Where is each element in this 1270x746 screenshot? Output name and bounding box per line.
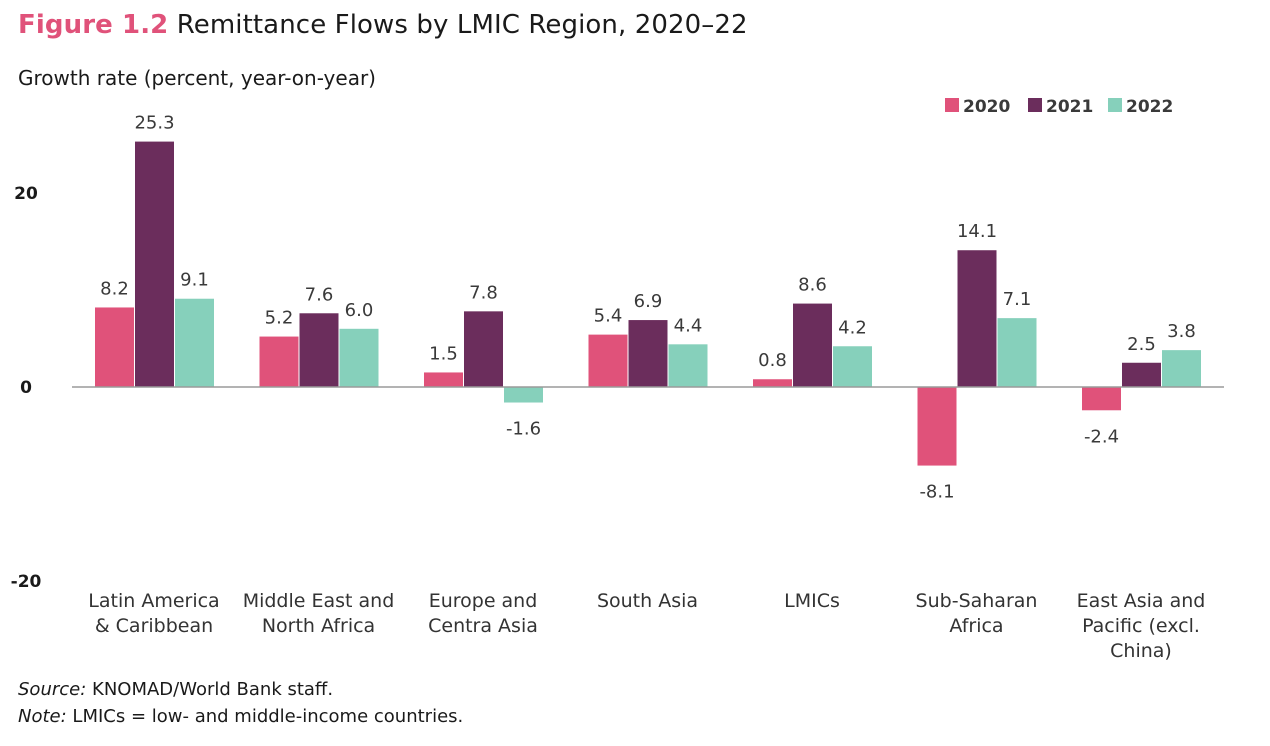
data-label: 5.4 (594, 306, 623, 327)
legend-swatch-2020 (945, 98, 959, 112)
note-line: Note: LMICs = low- and middle-income cou… (18, 703, 463, 730)
bar-2020-2 (424, 372, 463, 387)
y-tick-label: -20 (11, 572, 42, 592)
data-label: 4.4 (674, 315, 703, 336)
x-category-line: North Africa (262, 615, 375, 637)
bar-2022-4 (833, 346, 872, 387)
x-category-line: Sub-Saharan (916, 590, 1038, 612)
y-tick-label: 20 (14, 184, 38, 204)
data-label: 2.5 (1127, 334, 1156, 355)
bar-2020-4 (753, 379, 792, 387)
x-category-line: Africa (949, 615, 1003, 637)
data-label: 25.3 (134, 113, 174, 134)
bar-2021-4 (793, 303, 832, 387)
figure-label: Figure 1.2 (18, 10, 169, 40)
legend-label-2021: 2021 (1046, 97, 1093, 117)
note-text: LMICs = low- and middle-income countries… (66, 706, 464, 727)
legend-swatch-2022 (1108, 98, 1122, 112)
bar-2020-6 (1082, 387, 1121, 411)
x-category-line: Centra Asia (428, 615, 538, 637)
x-category-label: Middle East and North Africa (243, 590, 395, 637)
bar-2021-3 (628, 320, 668, 387)
data-label: 6.0 (345, 300, 374, 321)
bar-2020-3 (588, 334, 628, 387)
chart-title: Figure 1.2 Remittance Flows by LMIC Regi… (18, 10, 748, 40)
x-category-line: Latin America (88, 590, 219, 612)
source-label: Source: (18, 679, 87, 700)
data-label: 0.8 (758, 350, 787, 371)
bar-2022-3 (668, 344, 708, 387)
x-category-line: East Asia and (1077, 590, 1206, 612)
bar-2020-5 (917, 387, 957, 466)
data-label: 7.1 (1003, 289, 1032, 310)
title-text: Remittance Flows by LMIC Region, 2020–22 (176, 10, 748, 40)
x-category-label: Latin America & Caribbean (88, 590, 219, 637)
data-label: 3.8 (1167, 321, 1196, 342)
bar-2022-0 (175, 298, 214, 387)
x-category-label: Sub-Saharan Africa (916, 590, 1038, 637)
x-category-label: East Asia and Pacific (excl. China) (1077, 590, 1206, 662)
data-label: 9.1 (180, 270, 209, 291)
x-category-label: South Asia (597, 590, 698, 612)
data-label: 7.6 (305, 284, 334, 305)
source-line: Source: KNOMAD/World Bank staff. (18, 676, 463, 703)
y-axis-label: Growth rate (percent, year-on-year) (18, 66, 376, 90)
bar-2021-1 (299, 313, 339, 387)
data-label: 14.1 (957, 221, 997, 242)
data-label: 1.5 (429, 343, 458, 364)
data-label: -2.4 (1084, 426, 1119, 447)
x-category-line: & Caribbean (95, 615, 213, 637)
source-text: KNOMAD/World Bank staff. (86, 679, 334, 700)
footnotes: Source: KNOMAD/World Bank staff. Note: L… (18, 676, 463, 730)
data-label: 8.2 (100, 278, 129, 299)
data-label: 4.2 (838, 317, 867, 338)
bar-2022-5 (997, 318, 1037, 387)
data-label: 7.8 (469, 282, 498, 303)
bar-2021-6 (1122, 362, 1161, 387)
data-label: -8.1 (919, 482, 954, 503)
bar-2022-6 (1162, 350, 1201, 387)
data-label: -1.6 (506, 419, 541, 440)
x-category-label: LMICs (784, 590, 840, 612)
data-label: 8.6 (798, 275, 827, 296)
data-label: 5.2 (265, 308, 294, 329)
bar-2022-1 (339, 328, 379, 387)
x-category-line: China) (1110, 640, 1172, 662)
legend-label-2020: 2020 (963, 97, 1010, 117)
bar-2020-1 (259, 336, 299, 387)
x-category-line: LMICs (784, 590, 840, 612)
note-label: Note: (18, 706, 67, 727)
y-tick-label: 0 (20, 378, 32, 398)
bar-2022-2 (504, 387, 543, 403)
legend-swatch-2021 (1028, 98, 1042, 112)
bar-chart: -20 0 20 8.2 5.2 1.5 5.4 0.8 -8.1 -2.4 25.3 7.6 7.8 6… (11, 97, 1224, 662)
x-category-line: Pacific (excl. (1082, 615, 1200, 637)
data-label: 6.9 (634, 291, 663, 312)
bar-2021-2 (464, 311, 503, 387)
x-category-label: Europe and Centra Asia (428, 590, 538, 637)
x-category-line: Europe and (429, 590, 538, 612)
bar-2021-0 (135, 141, 174, 387)
legend-label-2022: 2022 (1126, 97, 1173, 117)
bar-2021-5 (957, 250, 997, 387)
bar-2020-0 (95, 307, 134, 387)
x-category-line: Middle East and (243, 590, 395, 612)
x-category-line: South Asia (597, 590, 698, 612)
